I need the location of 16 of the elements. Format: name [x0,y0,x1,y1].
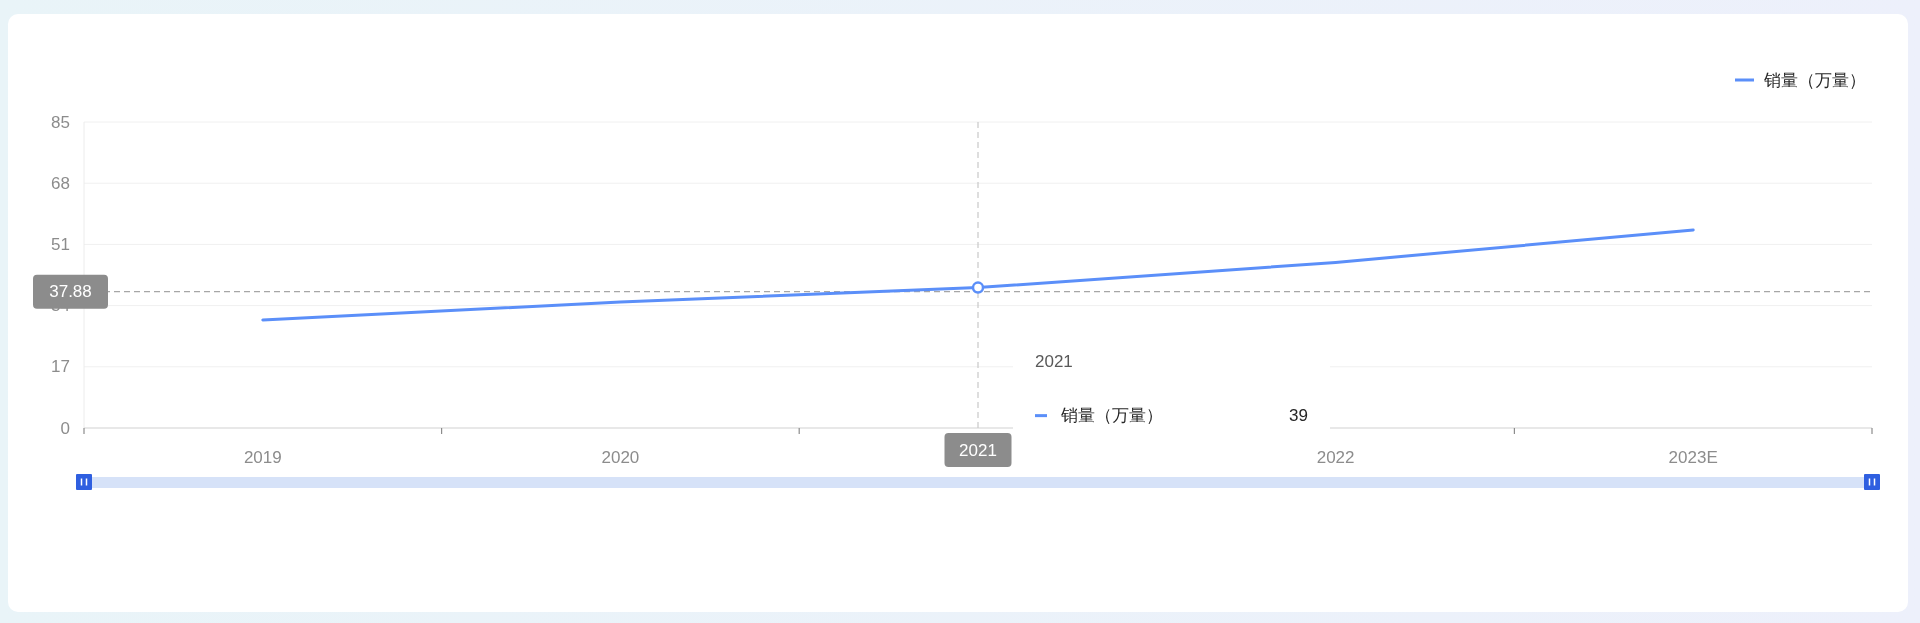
annotation: 2021 [1035,352,1073,372]
annotation: 销量（万量） [1060,406,1163,426]
x-tick-label: 2021 [959,440,997,460]
x-tick-label: 2023E [1668,447,1718,467]
y-tick-label: 0 [60,418,70,438]
x-tick-label: 2022 [1316,447,1355,467]
line-series [261,228,1695,322]
annotation: 39 [1289,406,1308,426]
y-tick-label: 68 [51,173,70,193]
y-tick-label: 85 [51,112,70,132]
x-tick-label: 2020 [601,447,640,467]
y-tick-label: 17 [51,357,70,377]
ref-line-label: 37.88 [49,282,92,302]
legend-label: 销量（万量） [1763,70,1866,90]
y-tick-label: 51 [51,234,70,254]
x-tick-label: 2019 [243,447,282,467]
